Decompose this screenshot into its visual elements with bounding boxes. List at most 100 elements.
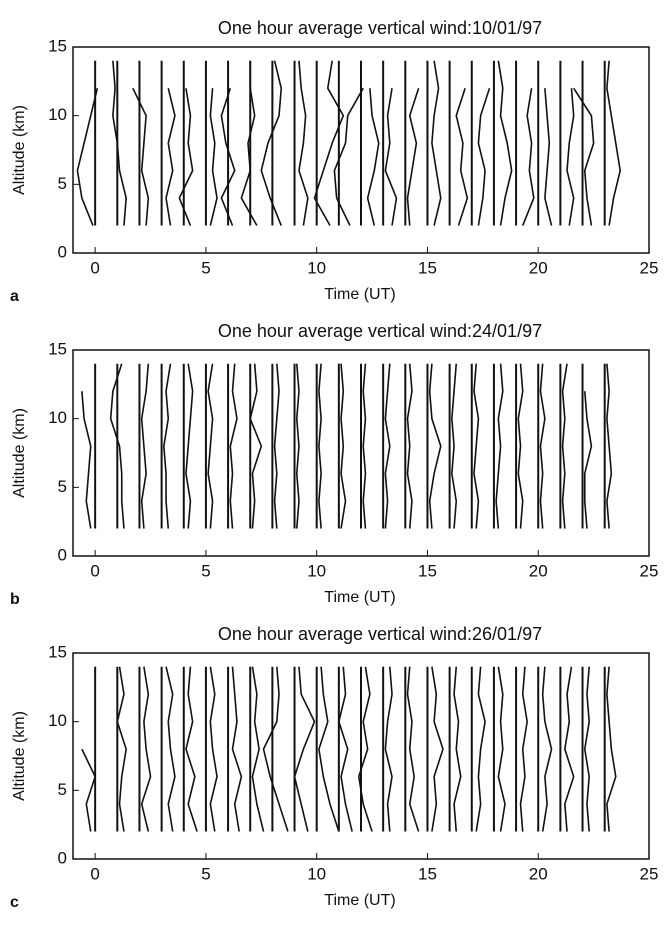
wind-profile bbox=[178, 88, 194, 226]
wind-profile bbox=[209, 88, 218, 226]
x-tick-label: 0 bbox=[90, 561, 99, 580]
y-tick-label: 10 bbox=[48, 711, 67, 730]
wind-profile bbox=[165, 88, 176, 226]
y-tick-label: 5 bbox=[58, 780, 67, 799]
wind-profile bbox=[340, 363, 347, 529]
x-tick-label: 15 bbox=[418, 258, 437, 277]
y-tick-label: 10 bbox=[48, 105, 67, 124]
wind-profile bbox=[539, 363, 546, 529]
x-tick-label: 10 bbox=[307, 561, 326, 580]
wind-profile bbox=[140, 363, 150, 529]
wind-profile bbox=[406, 87, 420, 226]
wind-profile bbox=[362, 363, 367, 529]
x-tick-label: 0 bbox=[90, 864, 99, 883]
wind-profile bbox=[431, 60, 442, 226]
wind-profile bbox=[313, 60, 345, 226]
wind-profile bbox=[163, 363, 172, 529]
wind-profile bbox=[473, 363, 480, 529]
y-tick-label: 0 bbox=[58, 545, 67, 564]
x-tick-label: 25 bbox=[640, 864, 659, 883]
x-tick-label: 5 bbox=[201, 864, 210, 883]
x-tick-label: 10 bbox=[307, 258, 326, 277]
x-tick-label: 20 bbox=[529, 864, 548, 883]
y-axis-label: Altitude (km) bbox=[11, 711, 28, 801]
x-axis-label: Time (UT) bbox=[324, 286, 395, 303]
wind-profile bbox=[583, 391, 593, 529]
y-tick-label: 0 bbox=[58, 848, 67, 867]
wind-profile bbox=[298, 60, 309, 226]
wind-profile bbox=[606, 60, 622, 226]
wind-profile bbox=[384, 88, 398, 226]
wind-profile bbox=[366, 88, 380, 226]
wind-profile bbox=[260, 60, 283, 226]
wind-profile bbox=[566, 88, 575, 226]
wind-profile bbox=[475, 666, 486, 832]
y-tick-label: 10 bbox=[48, 408, 67, 427]
wind-profile bbox=[295, 363, 300, 529]
panel-label: b bbox=[10, 591, 20, 608]
wind-profile bbox=[81, 748, 97, 832]
chart-title: One hour average vertical wind:10/01/97 bbox=[218, 18, 542, 38]
wind-profile bbox=[140, 666, 152, 832]
wind-profile bbox=[240, 60, 258, 226]
wind-profile bbox=[273, 363, 280, 529]
wind-profile bbox=[541, 666, 553, 832]
x-tick-label: 5 bbox=[201, 561, 210, 580]
wind-profile bbox=[606, 363, 613, 529]
panel-label: c bbox=[10, 894, 19, 911]
x-axis-label: Time (UT) bbox=[324, 589, 395, 606]
wind-profile bbox=[333, 87, 364, 226]
wind-profile bbox=[431, 666, 444, 832]
wind-profile bbox=[76, 88, 99, 226]
wind-profile bbox=[220, 87, 236, 226]
wind-profile bbox=[318, 363, 322, 529]
y-tick-label: 5 bbox=[58, 174, 67, 193]
wind-profile bbox=[497, 60, 513, 226]
wind-profile bbox=[251, 666, 265, 832]
wind-profile bbox=[231, 666, 243, 832]
wind-profile bbox=[112, 60, 127, 226]
y-axis-label: Altitude (km) bbox=[11, 408, 28, 498]
wind-profile bbox=[229, 363, 238, 529]
wind-profile bbox=[249, 363, 263, 529]
wind-profile bbox=[293, 666, 316, 832]
chart-title: One hour average vertical wind:26/01/97 bbox=[218, 624, 542, 644]
wind-profile bbox=[517, 363, 524, 529]
plot-frame bbox=[72, 349, 650, 557]
x-tick-label: 20 bbox=[529, 258, 548, 277]
wind-profile bbox=[451, 363, 458, 529]
wind-profile bbox=[185, 666, 198, 832]
wind-profile bbox=[519, 666, 528, 832]
y-tick-label: 5 bbox=[58, 477, 67, 496]
wind-profile bbox=[207, 363, 214, 529]
wind-profile bbox=[521, 88, 535, 226]
x-tick-label: 5 bbox=[201, 258, 210, 277]
chart-title: One hour average vertical wind:24/01/97 bbox=[218, 321, 542, 341]
x-tick-label: 0 bbox=[90, 258, 99, 277]
y-tick-label: 15 bbox=[48, 642, 67, 661]
y-axis-label: Altitude (km) bbox=[11, 105, 28, 195]
wind-profile bbox=[109, 363, 125, 529]
wind-profile bbox=[477, 87, 491, 226]
x-axis-label: Time (UT) bbox=[324, 892, 395, 909]
wind-profile bbox=[563, 666, 575, 832]
wind-profile bbox=[318, 666, 340, 832]
wind-profile bbox=[497, 666, 506, 832]
wind-profile bbox=[338, 666, 353, 832]
wind-profile bbox=[406, 363, 413, 529]
x-tick-label: 20 bbox=[529, 561, 548, 580]
wind-profile bbox=[165, 666, 176, 832]
wind-profile bbox=[132, 87, 150, 226]
x-tick-label: 25 bbox=[640, 258, 659, 277]
wind-profile bbox=[583, 666, 590, 832]
wind-profile bbox=[185, 363, 194, 529]
x-tick-label: 15 bbox=[418, 864, 437, 883]
panel-label: a bbox=[10, 288, 19, 305]
y-tick-label: 0 bbox=[58, 242, 67, 261]
wind-profile bbox=[544, 88, 553, 226]
wind-profile bbox=[561, 363, 568, 529]
wind-profile bbox=[495, 363, 504, 529]
x-tick-label: 25 bbox=[640, 561, 659, 580]
wind-profile bbox=[116, 666, 127, 832]
